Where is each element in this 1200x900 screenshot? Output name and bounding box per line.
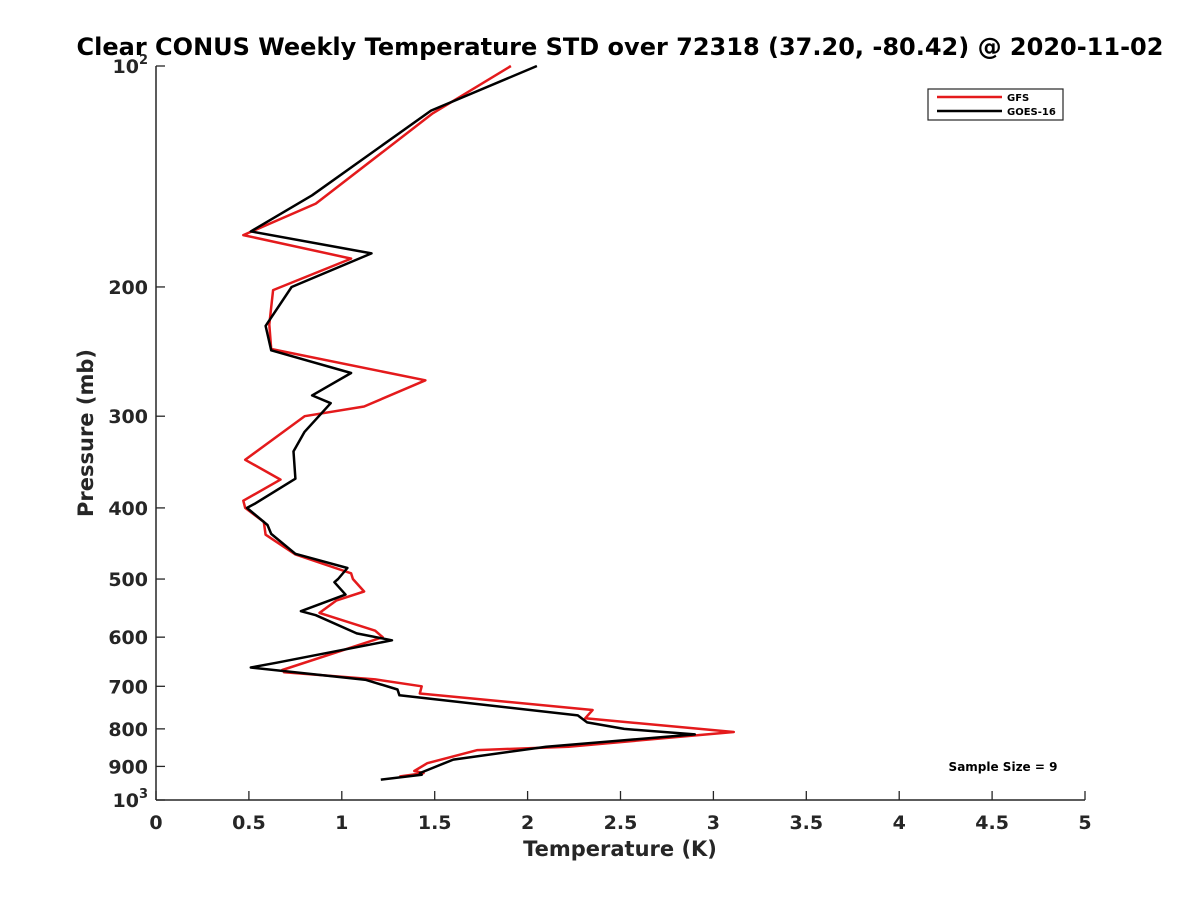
y-tick-label: 102 [113,53,149,78]
y-tick-label: 500 [108,569,148,591]
y-tick-label: 103 [113,787,149,812]
x-tick-label: 0.5 [232,812,266,834]
y-ticks: 102 200 300 400 500 600 700 800 900 103 [108,53,165,812]
x-tick-label: 1 [335,812,348,834]
legend-label-gfs: GFS [1007,93,1029,104]
x-tick-label: 4 [893,812,906,834]
series-line-goes16 [245,64,697,781]
chart-title: Clear CONUS Weekly Temperature STD over … [77,33,1164,61]
x-tick-label: 2.5 [604,812,638,834]
y-tick-label: 600 [108,627,148,649]
series-line-gfs [242,64,736,778]
y-tick-label: 800 [108,719,148,741]
x-tick-label: 2 [521,812,534,834]
legend: GFS GOES-16 [927,88,1064,121]
x-tick-label: 1.5 [418,812,452,834]
series-lines [242,64,736,781]
legend-box [927,88,1064,121]
y-tick-label: 400 [108,498,148,520]
sample-size-annotation: Sample Size = 9 [949,760,1058,774]
y-axis-label: Pressure (mb) [74,349,98,517]
x-tick-label: 3.5 [789,812,823,834]
x-tick-label: 3 [707,812,720,834]
x-tick-label: 4.5 [975,812,1009,834]
legend-label-goes16: GOES-16 [1007,107,1056,118]
x-tick-label: 0 [149,812,162,834]
x-axis-label: Temperature (K) [523,837,717,861]
y-tick-label: 900 [108,756,148,778]
x-ticks: 0 0.5 1 1.5 2 2.5 3 3.5 4 4.5 5 [149,791,1092,834]
x-tick-label: 5 [1078,812,1091,834]
y-tick-label: 700 [108,676,148,698]
y-tick-label: 300 [108,406,148,428]
axes [155,66,1085,801]
y-tick-label: 200 [108,277,148,299]
